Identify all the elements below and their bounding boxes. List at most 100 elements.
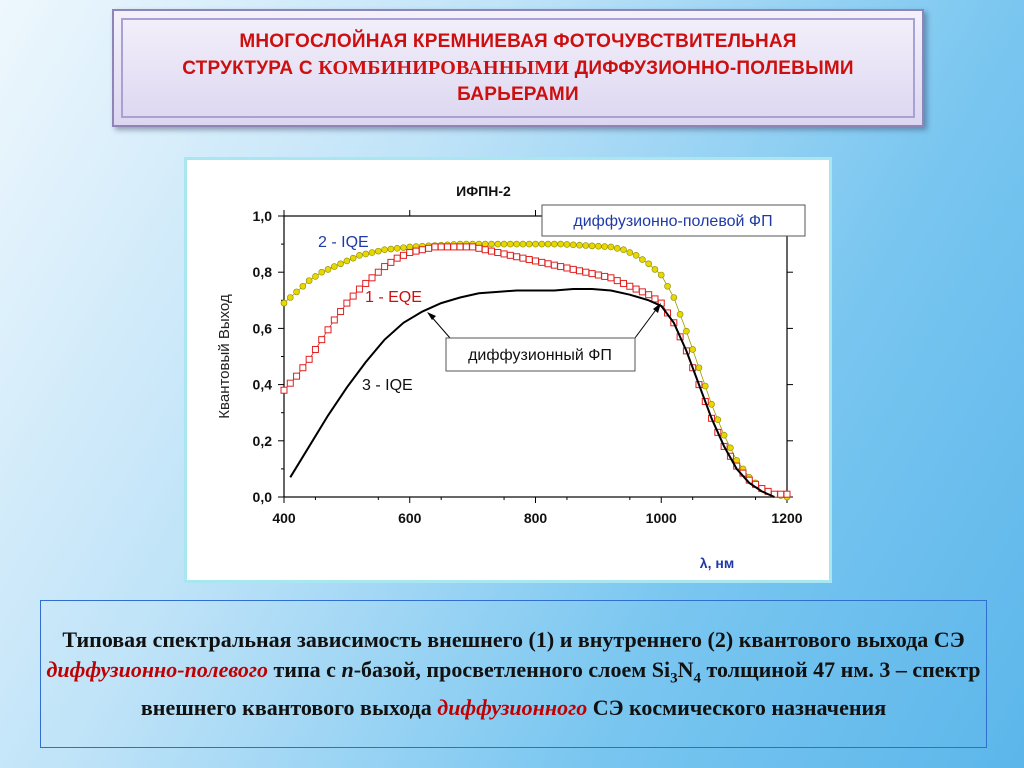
series-eqe-point <box>576 267 584 275</box>
series-iqe-point <box>362 250 370 258</box>
series-eqe-point <box>626 282 634 290</box>
series-eqe-point <box>550 261 558 269</box>
annotation-arrow-left <box>429 314 451 339</box>
series-iqe-point <box>525 240 533 248</box>
series-eqe-point <box>305 355 313 363</box>
series-eqe-point <box>594 271 602 279</box>
series-eqe-point <box>487 247 495 255</box>
series-iqe-point <box>318 268 326 276</box>
caption-text: Типовая спектральная зависимость внешнег… <box>41 625 986 723</box>
y-tick-label: 0,2 <box>253 433 273 449</box>
series-eqe-point <box>286 379 294 387</box>
caption-highlight-diffusion-field: диффузионно-полевого <box>46 656 268 682</box>
series-iqe-point <box>532 240 539 248</box>
series-iqe-point <box>588 242 596 250</box>
series-iqe-point <box>695 364 703 372</box>
series-iqe-point <box>293 288 300 296</box>
series-eqe-point <box>431 243 439 251</box>
series-iqe-point <box>331 263 338 270</box>
series-iqe-point <box>393 245 401 252</box>
series-eqe-point <box>393 254 401 262</box>
series-iqe-point <box>670 294 678 301</box>
series-eqe-point <box>777 490 785 498</box>
series-iqe-point <box>683 327 690 335</box>
title-line1: МНОГОСЛОЙНАЯ КРЕМНИЕВАЯ ФОТОЧУВСТВИТЕЛЬН… <box>239 30 797 52</box>
series-eqe-point <box>280 386 288 394</box>
series-iqe-point <box>676 311 684 318</box>
series-iqe-point <box>349 254 357 262</box>
series-iqe-point <box>507 240 514 248</box>
series-iqe-point <box>387 245 395 253</box>
series-iqe-point <box>620 246 627 254</box>
caption-highlight-diffusion: диффузионного <box>437 695 588 721</box>
title-box: МНОГОСЛОЙНАЯ КРЕМНИЕВАЯ ФОТОЧУВСТВИТЕЛЬН… <box>112 9 924 127</box>
series-iqe-point <box>708 400 715 408</box>
series-iqe-point <box>324 266 332 273</box>
caption-part1: Типовая спектральная зависимость внешнег… <box>62 626 965 652</box>
series-eqe-point <box>343 299 351 307</box>
title-line3: БАРЬЕРАМИ <box>457 83 579 105</box>
series-iqe-point <box>664 282 671 290</box>
series-iqe-point <box>500 240 508 248</box>
series-eqe-point <box>406 249 414 257</box>
series-iqe-point <box>607 243 615 251</box>
series-iqe-point <box>576 241 583 249</box>
series-eqe-point <box>349 292 357 300</box>
series-eqe-point <box>563 264 571 272</box>
caption-box: Типовая спектральная зависимость внешнег… <box>40 600 987 748</box>
series-eqe-point <box>557 263 565 271</box>
series-eqe-point <box>456 243 464 251</box>
annotation-arrowhead-left <box>427 312 436 320</box>
series-iqe-point <box>286 294 294 301</box>
title-line2c: ДИФФУЗИОННО-ПОЛЕВЫМИ <box>569 57 854 79</box>
series-eqe-point <box>337 308 345 316</box>
caption-part3: типа с <box>268 656 342 682</box>
series-iqe-point <box>381 246 388 254</box>
series-iqe-point <box>280 299 288 307</box>
x-axis-label: λ, нм <box>700 555 734 571</box>
series-eqe-point <box>620 279 628 287</box>
quantum-efficiency-chart: 400 600 800 1000 1200 0,0 0,2 0,4 0,6 0,8 1,0 ИФПН-… <box>216 183 806 571</box>
series-eqe-point <box>293 372 301 380</box>
series-eqe-point <box>613 277 621 285</box>
series-layer: 2 - IQE 1 - EQE 3 - IQE <box>280 234 791 501</box>
series-eqe-point <box>513 253 521 261</box>
series-iqe-point <box>481 240 489 248</box>
series-iqe-point <box>343 257 351 265</box>
annotation-box-diffusion-field <box>541 204 806 237</box>
series-eqe-point <box>632 285 640 293</box>
series-eqe-point <box>311 345 319 353</box>
series-eqe-point <box>569 265 577 273</box>
series-iqe-point <box>720 431 728 439</box>
y-tick-label: 1,0 <box>253 208 273 224</box>
series-iqe-point <box>701 382 709 390</box>
series-eqe-point <box>374 268 382 276</box>
series-eqe-point <box>538 258 546 266</box>
series-eqe-point <box>494 249 502 257</box>
title-line2a: СТРУКТУРА С <box>182 57 319 79</box>
series-eqe-point <box>544 260 552 268</box>
caption-part9: СЭ космического назначения <box>587 695 887 721</box>
series-eqe-point <box>506 251 514 259</box>
annotation-arrowhead-right <box>653 303 661 313</box>
caption-part7: толщиной 47 нм. 3 – спектр внешнего кван… <box>140 656 981 721</box>
caption-part6: N <box>677 656 694 682</box>
series-iqe-point <box>601 243 608 250</box>
series-eqe-point <box>500 250 508 258</box>
series-eqe-point <box>399 251 407 259</box>
series-iqe-point <box>544 240 552 248</box>
series-iqe-point <box>645 260 652 268</box>
series-diffusion-iqe-line <box>289 288 775 498</box>
series-eqe-point <box>462 243 470 251</box>
axes-layer: 400 600 800 1000 1200 0,0 0,2 0,4 0,6 0,8 1,0 ИФПН-… <box>216 183 803 571</box>
series-iqe-point <box>632 252 640 259</box>
series-eqe-point <box>481 246 489 254</box>
y-tick-label: 0,4 <box>253 377 273 393</box>
series-eqe-point <box>318 336 326 344</box>
chart-panel: 400 600 800 1000 1200 0,0 0,2 0,4 0,6 0,8 1,0 ИФПН-… <box>184 157 832 583</box>
series-eqe-point <box>525 256 533 264</box>
series-eqe-point <box>299 364 307 372</box>
series-eqe-point <box>425 244 433 252</box>
annotation-arrow-right <box>634 306 659 339</box>
series-iqe-point <box>595 242 602 250</box>
